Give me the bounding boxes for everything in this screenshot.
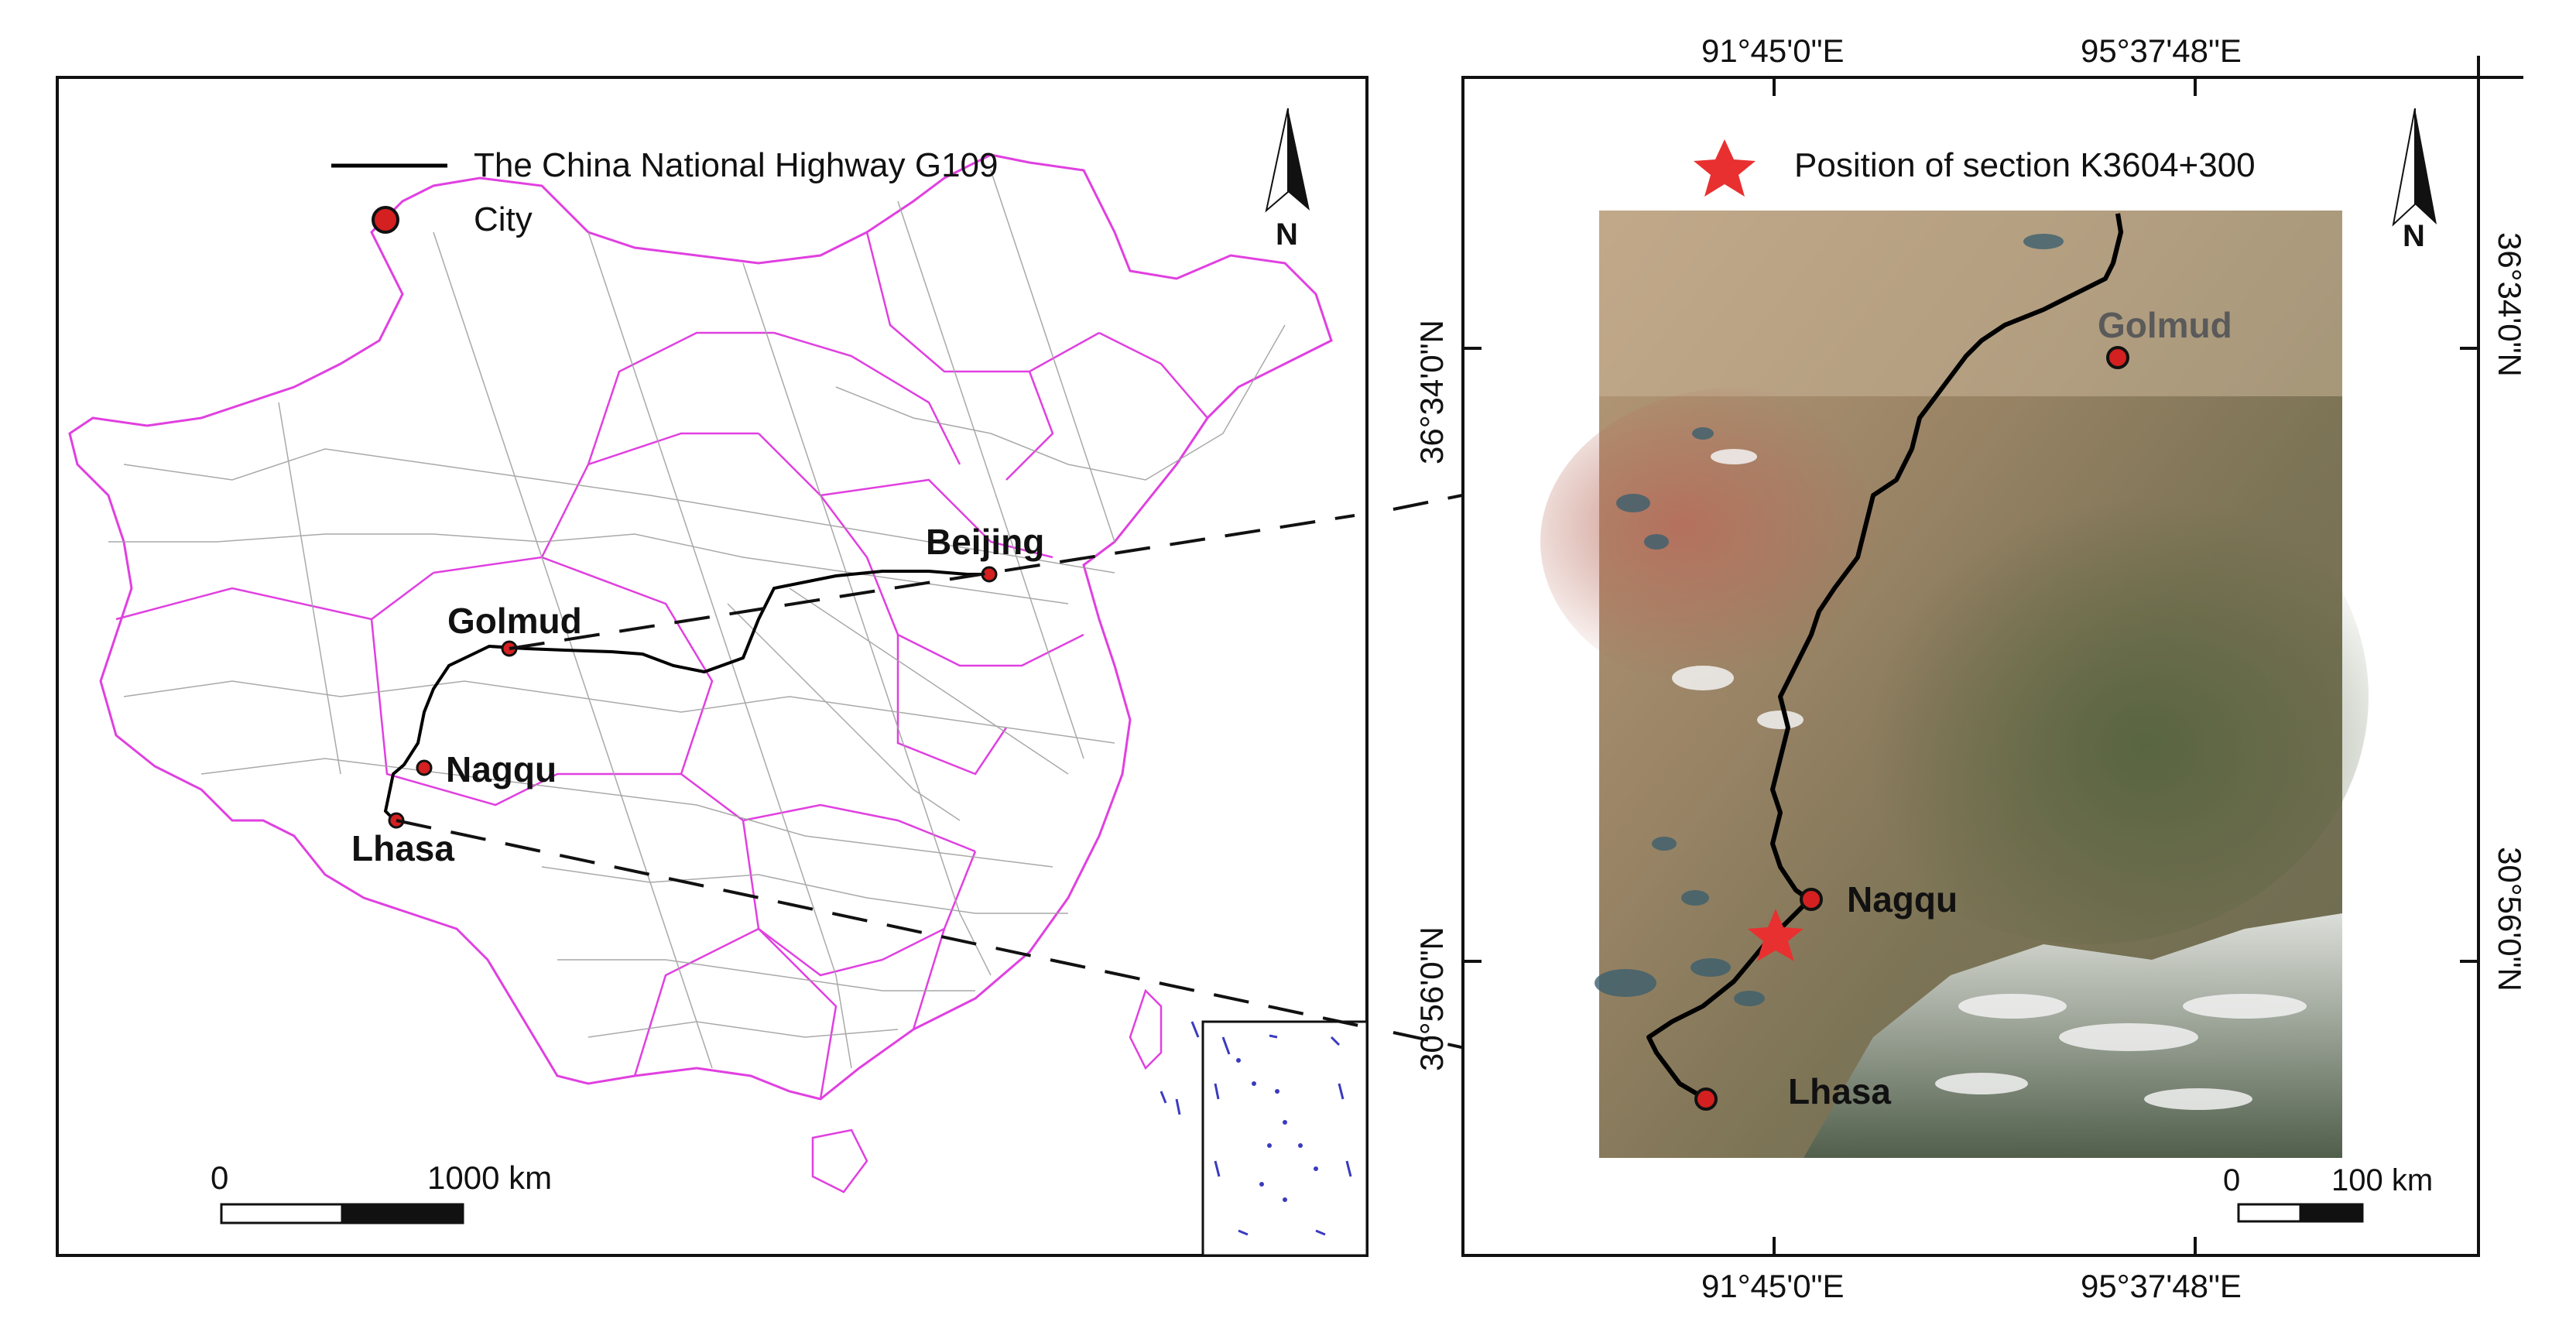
coord-bottom-left: 91°45'0"E bbox=[1701, 1268, 1845, 1304]
north-arrow-left: N bbox=[1265, 108, 1310, 252]
scale-end-left: 1000 km bbox=[427, 1159, 552, 1196]
city-label-lhasa-left: Lhasa bbox=[351, 828, 454, 868]
city-dot-nagqu-left bbox=[416, 759, 433, 776]
satellite-image bbox=[1540, 211, 2369, 1158]
coord-bottom-right: 95°37'48"E bbox=[2081, 1268, 2242, 1304]
legend-star-label: Position of section K3604+300 bbox=[1794, 146, 2256, 184]
south-china-sea-inset bbox=[1201, 1020, 1368, 1257]
city-dot-nagqu-right bbox=[1800, 888, 1823, 911]
coord-left-top: 36°34'0"N bbox=[1413, 320, 1450, 464]
city-dot-lhasa-right bbox=[1694, 1087, 1718, 1111]
city-label-lhasa-right: Lhasa bbox=[1788, 1071, 1891, 1111]
legend-highway-label: The China National Highway G109 bbox=[474, 146, 999, 184]
scale-bar-left: 0 1000 km bbox=[211, 1159, 552, 1224]
coord-top-left: 91°45'0"E bbox=[1701, 33, 1845, 69]
scale-start-left: 0 bbox=[211, 1159, 228, 1196]
north-label-right: N bbox=[2403, 219, 2425, 253]
china-outline bbox=[68, 153, 1333, 1194]
city-label-golmud-left: Golmud bbox=[447, 601, 582, 641]
city-label-beijing-left: Beijing bbox=[926, 522, 1044, 562]
legend-star-icon bbox=[1694, 139, 1756, 197]
section-star-marker bbox=[1748, 909, 1804, 961]
highway-g109-right bbox=[1646, 213, 2123, 1101]
coastline-islands bbox=[1160, 1021, 1200, 1115]
right-map: Golmud Nagqu Lhasa Position of section K… bbox=[1413, 33, 2528, 1304]
north-arrow-right: N bbox=[2392, 108, 2437, 253]
city-label-nagqu-right: Nagqu bbox=[1847, 879, 1958, 920]
left-map: Beijing Golmud Nagqu Lhasa The China Nat… bbox=[56, 76, 1368, 1257]
scale-end-right: 100 km bbox=[2331, 1163, 2433, 1197]
left-legend: The China National Highway G109 City bbox=[331, 146, 999, 238]
graticule-ticks bbox=[1463, 77, 2478, 1255]
legend-city-label: City bbox=[474, 200, 533, 238]
city-label-golmud-right: Golmud bbox=[2098, 305, 2232, 345]
city-label-nagqu-left: Nagqu bbox=[446, 749, 557, 789]
highway-g109-left bbox=[383, 570, 989, 820]
city-dot-golmud-right bbox=[2106, 346, 2129, 369]
coord-left-bottom: 30°56'0"N bbox=[1413, 926, 1450, 1071]
coord-right-top: 36°34'0"N bbox=[2492, 232, 2528, 377]
scale-start-right: 0 bbox=[2223, 1163, 2240, 1197]
coord-top-right: 95°37'48"E bbox=[2081, 33, 2242, 69]
coord-right-bottom: 30°56'0"N bbox=[2492, 847, 2528, 992]
north-label-left: N bbox=[1276, 217, 1298, 252]
right-legend: Position of section K3604+300 bbox=[1694, 139, 2256, 197]
legend-city-dot bbox=[372, 206, 399, 234]
scale-bar-right: 0 100 km bbox=[2223, 1163, 2433, 1223]
